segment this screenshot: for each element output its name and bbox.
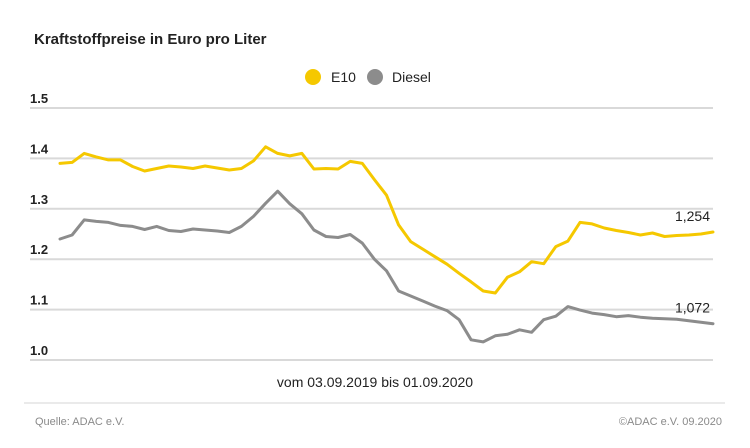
legend-label-diesel: Diesel [392,69,431,85]
y-tick-label: 1.2 [30,242,48,257]
legend: E10 Diesel [305,69,431,85]
legend-marker-e10 [305,69,321,85]
series-line-diesel [58,189,715,344]
y-tick-label: 1.4 [30,141,49,156]
grid [30,107,713,361]
period-caption: vom 03.09.2019 bis 01.09.2020 [277,374,473,390]
chart-title: Kraftstoffpreise in Euro pro Liter [34,31,267,48]
y-tick-label: 1.5 [30,91,48,106]
y-tick-label: 1.0 [30,343,48,358]
y-tick-label: 1.3 [30,192,48,207]
footer-copyright: ©ADAC e.V. 09.2020 [619,416,722,428]
y-axis-ticks: 1.0 1.1 1.2 1.3 1.4 1.5 [30,91,49,358]
footer-source: Quelle: ADAC e.V. [35,416,124,428]
end-label-diesel: 1,072 [675,300,710,316]
legend-label-e10: E10 [331,69,356,85]
series-line-e10 [58,145,715,295]
legend-marker-diesel [367,69,383,85]
y-tick-label: 1.1 [30,293,48,308]
end-labels: 1,254 1,072 [675,208,710,316]
series-lines [58,145,715,344]
end-label-e10: 1,254 [675,208,710,224]
